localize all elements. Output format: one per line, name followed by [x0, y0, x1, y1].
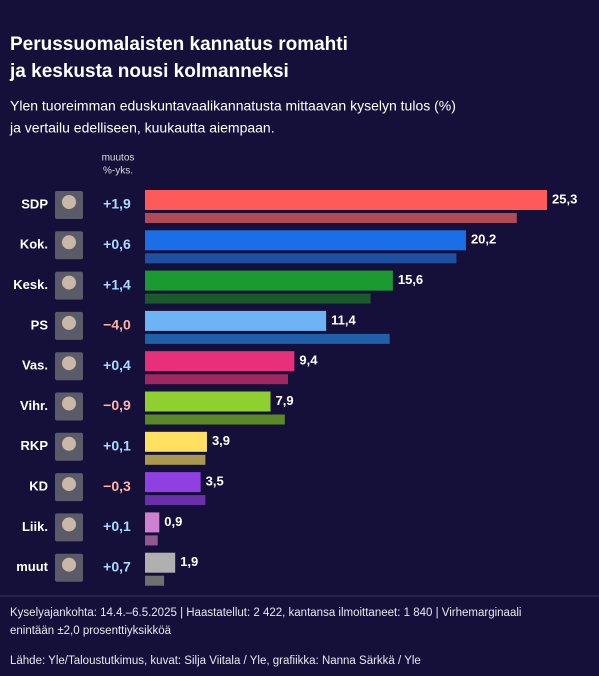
photo-face: [62, 275, 76, 290]
value-label: 3,5: [206, 474, 224, 489]
bar: [145, 431, 207, 452]
photo-face: [62, 195, 76, 209]
change-label: −4,0: [103, 317, 131, 333]
category-label: RKP: [21, 438, 49, 453]
value-label: 9,4: [299, 353, 318, 368]
value-label: 20,2: [471, 232, 496, 247]
subtitle: ja vertailu edelliseen, kuukautta aiempa…: [9, 120, 275, 136]
chart-title: Perussuomalaisten kannatus romahti: [10, 34, 348, 55]
value-label: 11,4: [331, 312, 356, 327]
chart-title: ja keskusta nousi kolmanneksi: [9, 61, 289, 82]
photo-face: [62, 315, 76, 330]
category-label: SDP: [21, 196, 48, 211]
change-label: −0,9: [103, 397, 131, 413]
value-label: 0,9: [164, 514, 182, 529]
photo-face: [62, 477, 76, 492]
change-header: %-yks.: [103, 166, 133, 177]
category-label: Vihr.: [20, 398, 48, 413]
category-label: PS: [31, 317, 49, 332]
value-label: 1,9: [180, 554, 198, 569]
change-label: +1,4: [103, 276, 131, 292]
bar: [145, 391, 271, 412]
value-label: 7,9: [276, 393, 294, 408]
change-label: +0,1: [103, 518, 131, 534]
previous-bar: [145, 535, 158, 546]
bar: [145, 351, 295, 372]
previous-bar: [145, 575, 165, 586]
category-label: Liik.: [22, 519, 48, 534]
bar: [145, 512, 160, 533]
change-label: +0,4: [103, 357, 131, 373]
bar: [145, 190, 547, 210]
photo-face: [62, 396, 76, 411]
value-label: 15,6: [398, 272, 423, 287]
bar: [145, 270, 393, 291]
change-label: +0,6: [103, 236, 131, 252]
value-label: 25,3: [552, 191, 577, 206]
photo-face: [62, 235, 76, 250]
previous-bar: [145, 253, 457, 264]
bar: [145, 310, 327, 331]
previous-bar: [145, 293, 371, 304]
previous-bar: [145, 374, 289, 385]
change-label: −0,3: [103, 478, 131, 494]
category-label: Kesk.: [13, 277, 48, 292]
footnote: Kyselyajankohta: 14.4.–6.5.2025 | Haasta…: [10, 607, 521, 619]
change-header: muutos: [102, 153, 135, 164]
change-label: +0,1: [103, 438, 131, 454]
value-label: 3,9: [212, 433, 230, 448]
photo-face: [62, 557, 76, 572]
previous-bar: [145, 454, 206, 465]
category-label: Vas.: [22, 358, 48, 373]
category-label: Kok.: [20, 237, 48, 252]
previous-bar: [145, 213, 517, 223]
footnote: enintään ±2,0 prosenttiyksikköä: [10, 625, 172, 637]
bar: [145, 230, 466, 251]
photo-face: [62, 436, 76, 451]
photo-face: [62, 356, 76, 371]
bar: [145, 472, 201, 493]
previous-bar: [145, 333, 390, 344]
previous-bar: [145, 414, 285, 425]
change-label: +1,9: [103, 196, 131, 212]
previous-bar: [145, 495, 206, 506]
change-label: +0,7: [103, 558, 131, 574]
subtitle: Ylen tuoreimman eduskuntavaalikannatusta…: [10, 98, 456, 114]
source: Lähde: Yle/Taloustutkimus, kuvat: Silja …: [10, 655, 421, 667]
category-label: muut: [16, 559, 48, 574]
photo-face: [62, 517, 76, 532]
category-label: KD: [29, 479, 48, 494]
bar: [145, 552, 176, 573]
